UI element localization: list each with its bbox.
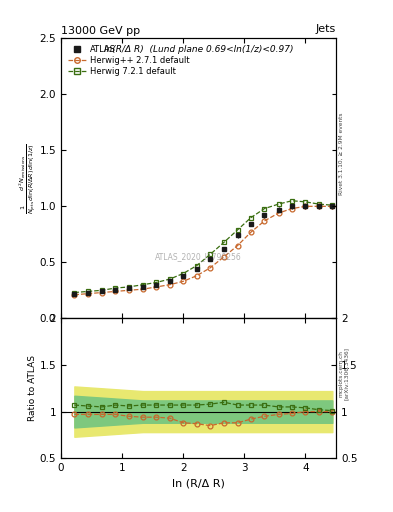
- Text: 13000 GeV pp: 13000 GeV pp: [61, 26, 140, 36]
- Text: Rivet 3.1.10, ≥ 2.9M events: Rivet 3.1.10, ≥ 2.9M events: [339, 112, 344, 195]
- Y-axis label: $\frac{1}{N_{\rm jets}}\frac{d^2 N_{\rm emissions}}{d\ln(R/\Delta R)\, d\ln(1/z): $\frac{1}{N_{\rm jets}}\frac{d^2 N_{\rm …: [17, 143, 38, 214]
- Text: ln(R/Δ R)  (Lund plane 0.69<ln(1/z)<0.97): ln(R/Δ R) (Lund plane 0.69<ln(1/z)<0.97): [104, 46, 293, 54]
- Text: ATLAS_2020_I1790256: ATLAS_2020_I1790256: [155, 252, 242, 261]
- X-axis label: ln (R/Δ R): ln (R/Δ R): [172, 479, 225, 488]
- Text: Jets: Jets: [316, 24, 336, 34]
- Y-axis label: Ratio to ATLAS: Ratio to ATLAS: [28, 355, 37, 421]
- Legend: ATLAS, Herwig++ 2.7.1 default, Herwig 7.2.1 default: ATLAS, Herwig++ 2.7.1 default, Herwig 7.…: [65, 42, 192, 79]
- Text: mcplots.cern.ch: mcplots.cern.ch: [339, 350, 344, 397]
- Text: [arXiv:1306.3436]: [arXiv:1306.3436]: [344, 347, 349, 400]
